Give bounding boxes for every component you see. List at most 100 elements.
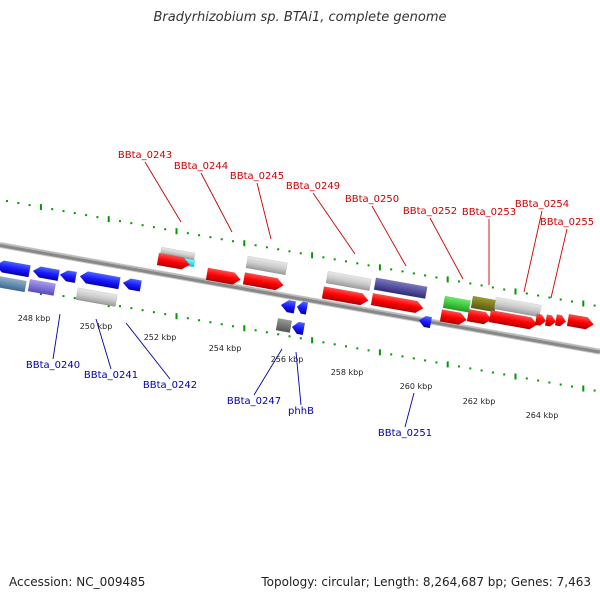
gc-tick (220, 238, 223, 241)
gene-reverse (0, 275, 27, 293)
gc-tick (582, 385, 585, 392)
map-title: Bradyrhizobium sp. BTAi1, complete genom… (153, 10, 447, 25)
gc-tick (593, 304, 596, 307)
gene-forward (470, 295, 497, 313)
gc-tick (469, 282, 472, 285)
accession-text: Accession: NC_009485 (9, 575, 146, 589)
gene-reverse (122, 278, 142, 292)
gc-tick (571, 385, 573, 388)
genome-backbone (0, 242, 600, 355)
gene-shape (544, 314, 557, 327)
gc-tick (367, 349, 370, 352)
gene-shape (466, 309, 493, 325)
gene-reverse (418, 315, 433, 329)
gc-tick (198, 234, 201, 237)
gc-tick (480, 369, 483, 372)
gc-tick (435, 361, 438, 364)
gene-reverse (296, 301, 309, 315)
gc-tick (164, 228, 167, 231)
gene-shape (321, 286, 369, 306)
gene-reverse (27, 278, 56, 296)
gc-tick (401, 270, 404, 273)
leader-line-forward (429, 217, 464, 280)
gc-tick (254, 244, 257, 247)
gc-tick (186, 317, 189, 320)
gc-tick (265, 331, 268, 334)
gc-tick (390, 353, 393, 356)
gc-tick (582, 300, 585, 307)
gene-label-forward: BBta_0249 (286, 181, 340, 192)
gene-forward (373, 277, 428, 299)
scale-label: 260 kbp (400, 382, 433, 391)
gc-tick (446, 361, 449, 368)
gene-forward (321, 286, 369, 306)
gene-reverse (280, 300, 297, 314)
gc-tick (243, 325, 246, 332)
gene-label-reverse: BBta_0251 (378, 428, 432, 439)
gc-tick (593, 389, 596, 392)
gc-tick (107, 216, 110, 223)
gc-tick (265, 246, 268, 249)
gc-tick (525, 292, 528, 295)
gc-tick (175, 228, 178, 235)
gc-tick (503, 373, 506, 376)
gc-tick (17, 202, 20, 205)
gene-reverse (0, 260, 31, 278)
gene-label-reverse: BBta_0247 (227, 396, 281, 407)
scale-label: 248 kbp (18, 314, 51, 323)
gc-tick (198, 319, 201, 322)
leader-line-forward (371, 205, 407, 267)
gene-shape (373, 277, 428, 299)
gc-tick (254, 329, 257, 332)
gc-tick (164, 313, 167, 316)
gc-tick (446, 276, 449, 283)
gc-tick (322, 341, 325, 344)
gene-forward (242, 272, 284, 291)
gene-forward (534, 313, 547, 326)
gene-forward (439, 309, 467, 325)
gc-tick (152, 226, 155, 229)
gc-tick (243, 240, 246, 247)
gc-tick (232, 240, 234, 243)
gc-tick (491, 286, 494, 289)
gc-tick-track (6, 200, 596, 392)
gene-forward (488, 309, 538, 330)
gc-tick (175, 313, 178, 320)
gc-tick (232, 325, 234, 328)
gc-tick (311, 252, 314, 259)
gene-label-forward: BBta_0255 (540, 217, 594, 228)
gc-tick (28, 204, 31, 207)
gc-tick (537, 294, 540, 297)
gc-tick (73, 212, 76, 215)
gc-tick (288, 335, 291, 338)
gc-tick (85, 214, 88, 217)
gene-shape (325, 270, 372, 292)
gc-tick (209, 236, 212, 239)
gc-tick (333, 258, 336, 261)
leader-line-reverse (52, 313, 61, 360)
gc-tick (356, 347, 359, 350)
leader-line-reverse (295, 351, 302, 406)
scale-label: 256 kbp (271, 355, 304, 364)
scale-label: 254 kbp (209, 344, 242, 353)
gc-tick (141, 309, 144, 312)
gc-tick (152, 311, 155, 314)
gene-shape (59, 270, 78, 284)
leader-line-forward (312, 192, 356, 255)
gc-tick (333, 343, 336, 346)
gc-tick (51, 208, 54, 211)
gc-tick (288, 250, 291, 253)
gc-tick (277, 248, 280, 251)
gc-tick (220, 323, 223, 326)
gc-tick (130, 307, 133, 310)
gene-features (0, 246, 594, 336)
gene-shape (554, 314, 567, 327)
backbone-highlight (0, 243, 600, 351)
gene-shape (442, 295, 471, 313)
gene-reverse (291, 321, 306, 336)
gene-shape (0, 275, 27, 293)
gene-forward (245, 255, 288, 276)
gc-tick (548, 296, 551, 299)
